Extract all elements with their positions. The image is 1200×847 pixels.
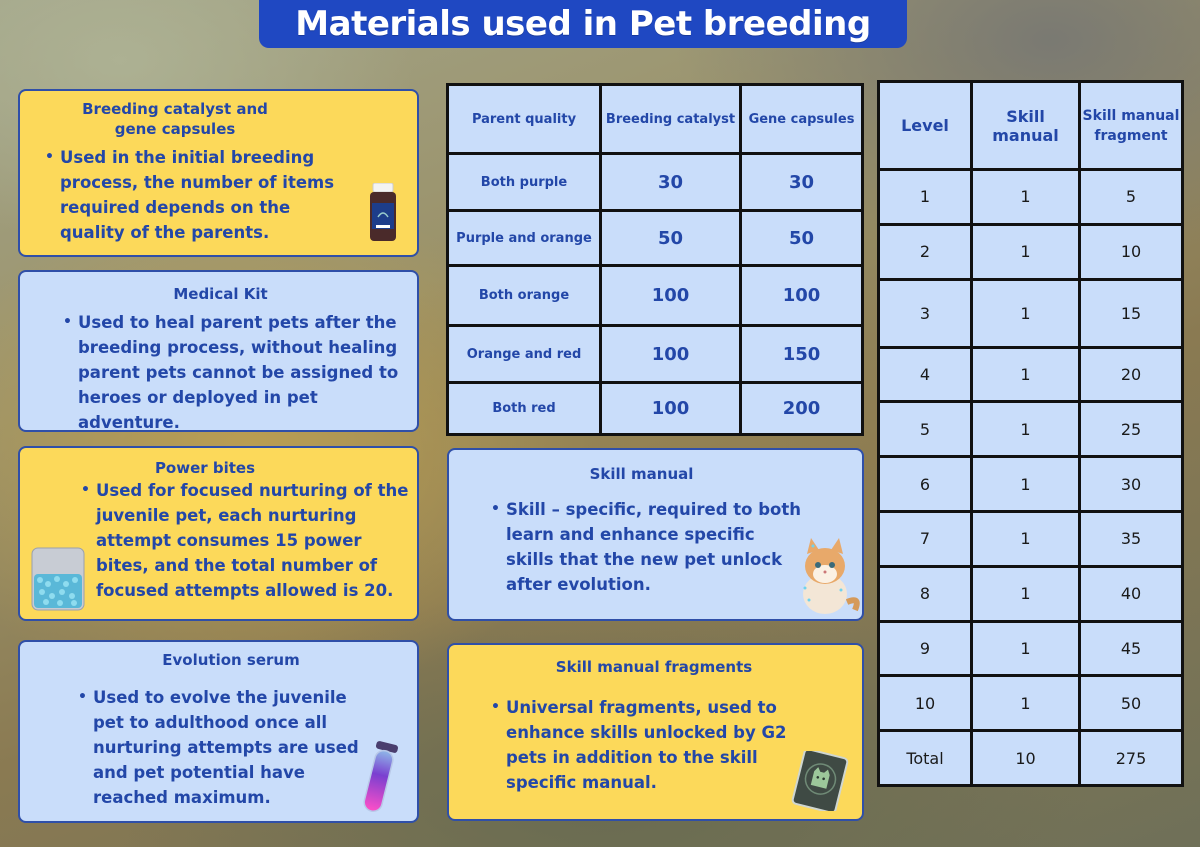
table-row: 10 1 50 bbox=[877, 674, 1184, 733]
table-cell: 8 bbox=[877, 564, 973, 623]
table-cell: 9 bbox=[877, 619, 973, 678]
table-cell: 3 bbox=[877, 277, 973, 349]
card-bullet: Used to heal parent pets after the breed… bbox=[63, 310, 413, 435]
table-cell: 4 bbox=[877, 345, 973, 404]
table-cell: 1 bbox=[970, 222, 1081, 281]
card-heading: Skill manual bbox=[589, 465, 694, 483]
column-header: Parent quality bbox=[446, 83, 602, 155]
table-cell: Orange and red bbox=[446, 324, 602, 384]
table-cell: Both purple bbox=[446, 152, 602, 212]
table-cell: 10 bbox=[970, 729, 1081, 787]
table-cell: Both red bbox=[446, 381, 602, 436]
table-cell: 1 bbox=[970, 455, 1081, 513]
card-heading: Evolution serum bbox=[162, 651, 300, 669]
page-title: Materials used in Pet breeding bbox=[259, 0, 907, 48]
table-cell: 100 bbox=[739, 264, 864, 327]
table-row: Both purple 30 30 bbox=[446, 152, 864, 212]
card-skill-manual-fragments: Skill manual fragments Universal fragmen… bbox=[447, 643, 864, 821]
table-cell: 1 bbox=[970, 345, 1081, 404]
supplement-bottle-icon bbox=[370, 183, 396, 241]
table-row: 3 1 15 bbox=[877, 277, 1184, 349]
table-cell: 35 bbox=[1078, 509, 1184, 568]
card-medical-kit: Medical Kit Used to heal parent pets aft… bbox=[18, 270, 419, 432]
table-cell: 200 bbox=[739, 381, 864, 436]
table-cell: 1 bbox=[970, 277, 1081, 349]
table-cell: 1 bbox=[970, 619, 1081, 678]
table-row: 9 1 45 bbox=[877, 619, 1184, 678]
table-row: 2 1 10 bbox=[877, 222, 1184, 281]
table-cell: 1 bbox=[970, 400, 1081, 459]
table-cell: 25 bbox=[1078, 400, 1184, 459]
table-cell: 275 bbox=[1078, 729, 1184, 787]
table-cell: 45 bbox=[1078, 619, 1184, 678]
table-cell: 15 bbox=[1078, 277, 1184, 349]
table-cell: 1 bbox=[970, 674, 1081, 733]
column-header: Skill manual bbox=[970, 80, 1081, 171]
table-cell: 1 bbox=[970, 564, 1081, 623]
table-row: 8 1 40 bbox=[877, 564, 1184, 623]
table-cell: 1 bbox=[970, 168, 1081, 226]
card-heading: Breeding catalyst and gene capsules bbox=[82, 100, 268, 138]
table-cell: 30 bbox=[739, 152, 864, 212]
table-cell: 100 bbox=[599, 381, 742, 436]
table-row: 5 1 25 bbox=[877, 400, 1184, 459]
table-row: 1 1 5 bbox=[877, 168, 1184, 226]
cat-pet-icon bbox=[803, 538, 860, 614]
table-cell: 5 bbox=[877, 400, 973, 459]
column-header: Breeding catalyst bbox=[599, 83, 742, 155]
table-cell: 2 bbox=[877, 222, 973, 281]
column-header: Skill manual fragment bbox=[1078, 80, 1184, 171]
skill-level-table: Level Skill manual Skill manual fragment… bbox=[877, 80, 1184, 787]
table-cell: 50 bbox=[739, 209, 864, 267]
table-cell: 30 bbox=[1078, 455, 1184, 513]
table-total-row: Total 10 275 bbox=[877, 729, 1184, 787]
pellet-jar-icon bbox=[31, 547, 85, 611]
table-cell: 50 bbox=[1078, 674, 1184, 733]
table-cell: 40 bbox=[1078, 564, 1184, 623]
table-cell: 100 bbox=[599, 264, 742, 327]
card-breeding-catalyst: Breeding catalyst and gene capsules Used… bbox=[18, 89, 419, 257]
table-cell: 20 bbox=[1078, 345, 1184, 404]
card-bullet: Used to evolve the juvenile pet to adult… bbox=[78, 685, 383, 810]
card-heading: Power bites bbox=[154, 459, 256, 477]
table-row: 7 1 35 bbox=[877, 509, 1184, 568]
card-bullet: Universal fragments, used to enhance ski… bbox=[491, 695, 826, 795]
table-header-row: Level Skill manual Skill manual fragment bbox=[877, 80, 1184, 171]
card-bullet: Skill – specific, required to both learn… bbox=[491, 497, 806, 597]
card-heading: Medical Kit bbox=[173, 285, 268, 303]
table-cell: 150 bbox=[739, 324, 864, 384]
table-cell: 50 bbox=[599, 209, 742, 267]
table-cell: 10 bbox=[877, 674, 973, 733]
card-evolution-serum: Evolution serum Used to evolve the juven… bbox=[18, 640, 419, 823]
parent-quality-table: Parent quality Breeding catalyst Gene ca… bbox=[446, 83, 864, 436]
table-cell: Both orange bbox=[446, 264, 602, 327]
table-cell: 1 bbox=[970, 509, 1081, 568]
table-cell: 7 bbox=[877, 509, 973, 568]
card-power-bites: Power bites Used for focused nurturing o… bbox=[18, 446, 419, 621]
table-cell: 6 bbox=[877, 455, 973, 513]
table-cell: 10 bbox=[1078, 222, 1184, 281]
table-cell: 1 bbox=[877, 168, 973, 226]
table-cell: 5 bbox=[1078, 168, 1184, 226]
table-row: 6 1 30 bbox=[877, 455, 1184, 513]
table-cell: 100 bbox=[599, 324, 742, 384]
table-row: Both red 100 200 bbox=[446, 381, 864, 436]
card-bullet: Used for focused nurturing of the juveni… bbox=[81, 478, 416, 603]
table-row: Purple and orange 50 50 bbox=[446, 209, 864, 267]
table-cell: 30 bbox=[599, 152, 742, 212]
table-row: Orange and red 100 150 bbox=[446, 324, 864, 384]
card-bullet: Used in the initial breeding process, th… bbox=[45, 145, 360, 245]
table-cell: Total bbox=[877, 729, 973, 787]
table-cell: Purple and orange bbox=[446, 209, 602, 267]
serum-vial-icon bbox=[363, 741, 398, 813]
card-heading: Skill manual fragments bbox=[555, 658, 753, 676]
table-row: 4 1 20 bbox=[877, 345, 1184, 404]
column-header: Gene capsules bbox=[739, 83, 864, 155]
card-skill-manual: Skill manual Skill – specific, required … bbox=[447, 448, 864, 621]
column-header: Level bbox=[877, 80, 973, 171]
table-header-row: Parent quality Breeding catalyst Gene ca… bbox=[446, 83, 864, 155]
table-row: Both orange 100 100 bbox=[446, 264, 864, 327]
fragment-card-icon bbox=[791, 751, 849, 811]
